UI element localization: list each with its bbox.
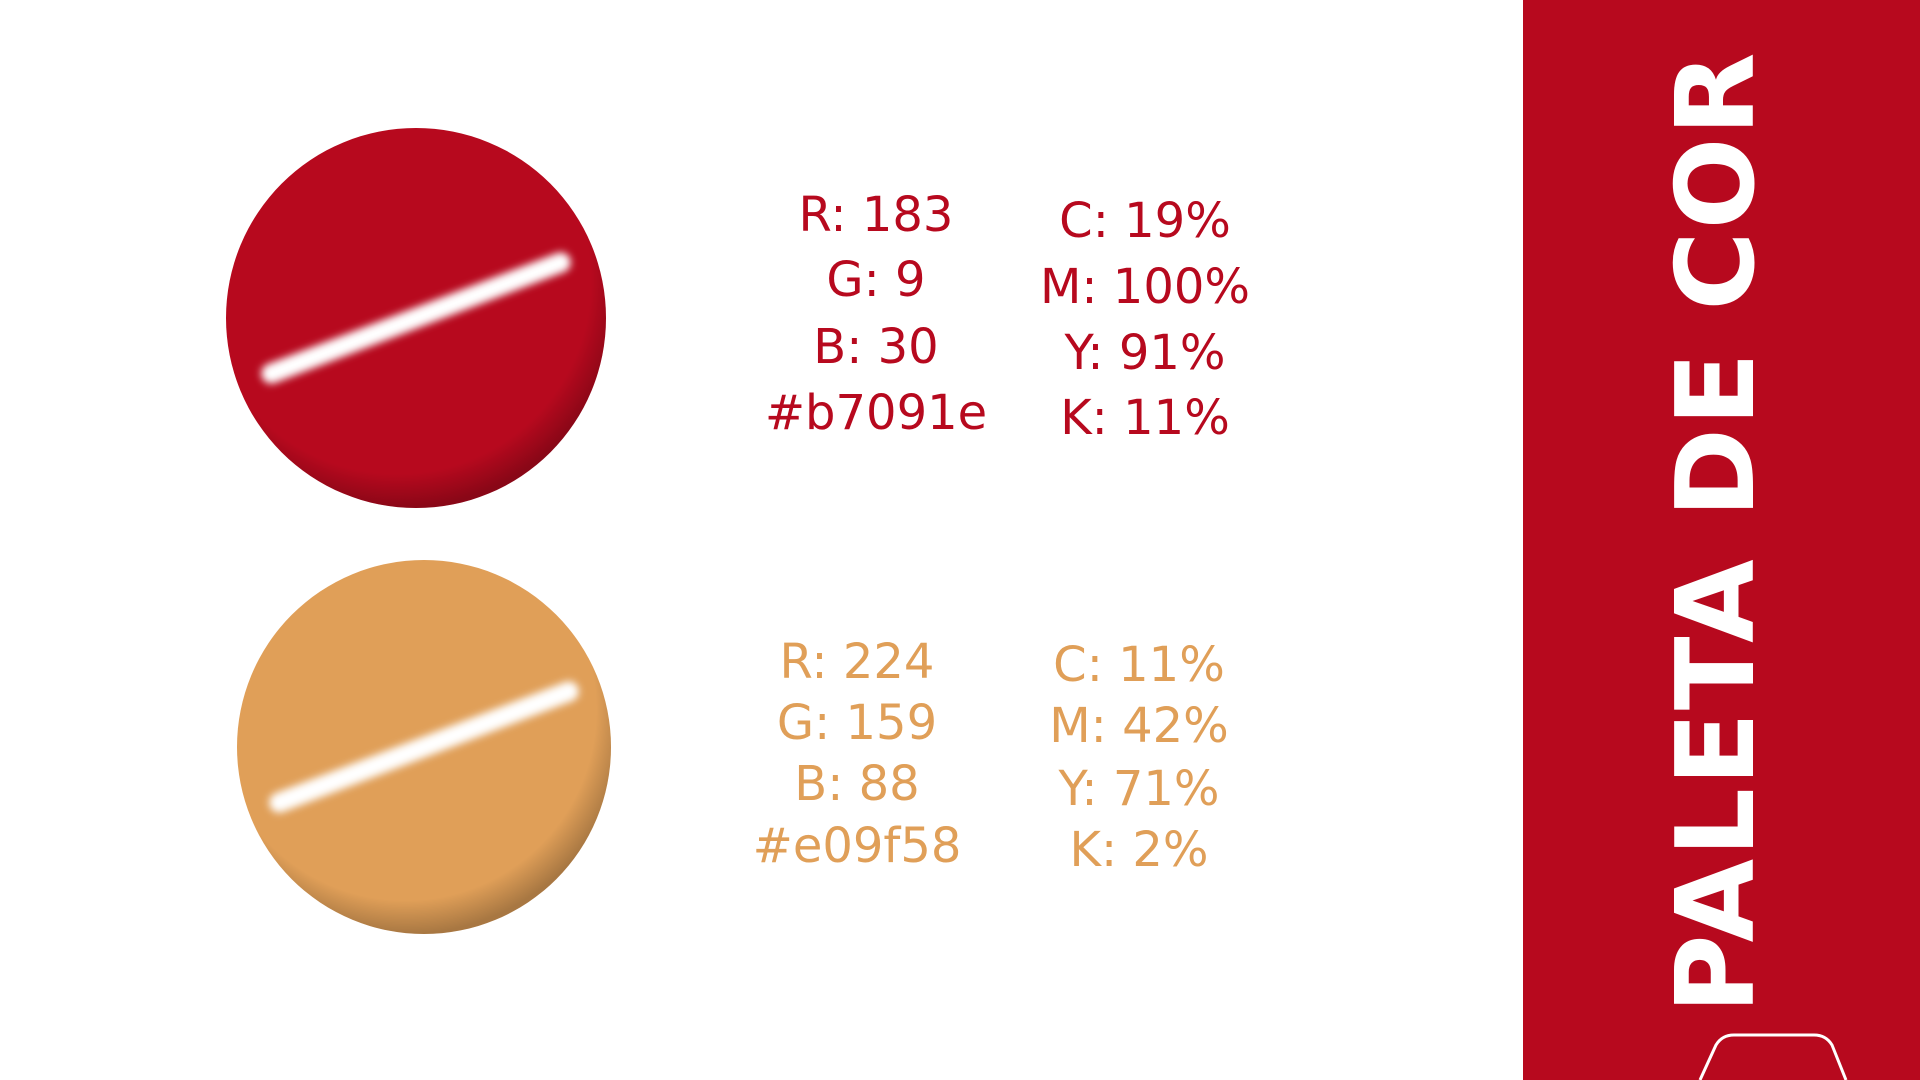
color-value: R: 183 bbox=[799, 187, 954, 243]
swatch-highlight bbox=[261, 252, 571, 384]
color-value: B: 30 bbox=[813, 319, 938, 375]
color-value: G: 9 bbox=[826, 252, 925, 308]
color-value: C: 11% bbox=[1053, 637, 1225, 693]
page-title: PALETA DE COR bbox=[1654, 50, 1779, 1013]
color-value: B: 88 bbox=[794, 756, 919, 812]
bottom-icon bbox=[1698, 1033, 1848, 1080]
color-value: K: 11% bbox=[1060, 390, 1230, 446]
swatch-highlight bbox=[269, 681, 579, 813]
color-value: G: 159 bbox=[777, 695, 937, 751]
color-value: Y: 91% bbox=[1063, 325, 1225, 381]
color-value: C: 19% bbox=[1059, 193, 1231, 249]
color-value: R: 224 bbox=[780, 634, 935, 690]
color-value: #b7091e bbox=[765, 385, 987, 441]
color-value: M: 42% bbox=[1049, 698, 1229, 754]
color-value: Y: 71% bbox=[1057, 761, 1219, 817]
side-band bbox=[1523, 0, 1920, 1080]
color-value: K: 2% bbox=[1069, 822, 1208, 878]
color-value: M: 100% bbox=[1040, 259, 1250, 315]
color-value: #e09f58 bbox=[753, 818, 962, 874]
